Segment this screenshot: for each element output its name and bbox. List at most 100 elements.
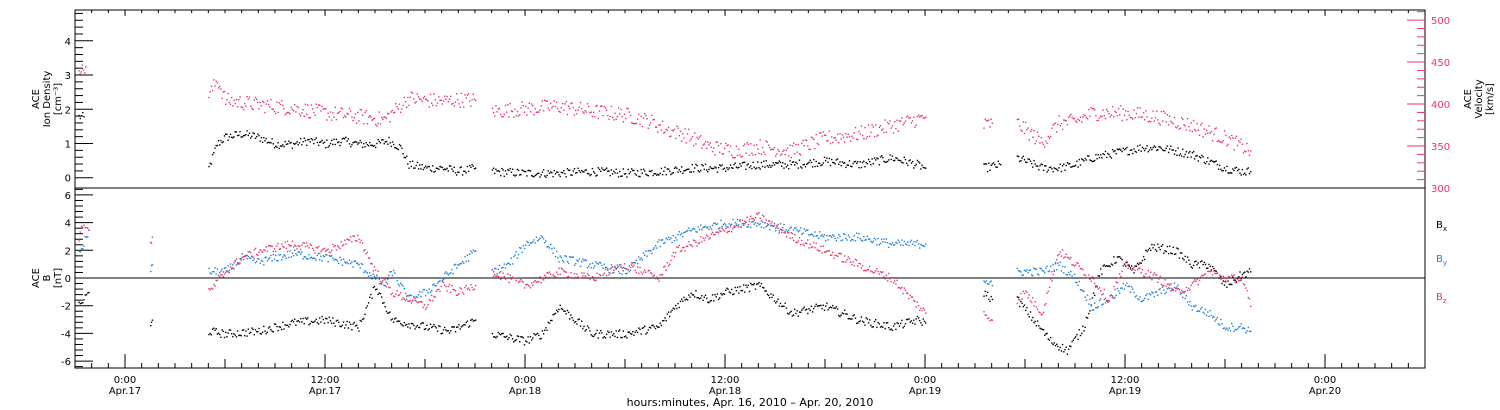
velocity-point xyxy=(359,108,361,111)
ion-density-point xyxy=(832,161,834,164)
ion-density-point xyxy=(366,144,369,146)
bx-point xyxy=(747,284,749,287)
by-point xyxy=(640,257,642,259)
by-point xyxy=(852,239,854,241)
bz-point xyxy=(706,234,708,236)
bx-point xyxy=(1215,270,1217,272)
bz-point xyxy=(789,237,791,239)
bz-point xyxy=(382,280,384,282)
bx-point xyxy=(1119,256,1121,258)
by-point xyxy=(439,280,441,282)
by-point xyxy=(304,256,307,258)
velocity-point xyxy=(711,150,714,153)
bx-point xyxy=(1201,260,1203,262)
by-point xyxy=(771,225,773,227)
velocity-point xyxy=(582,111,584,113)
velocity-point xyxy=(839,132,841,135)
bx-point xyxy=(1172,246,1174,248)
by-point xyxy=(371,278,373,280)
bx-point xyxy=(556,309,558,311)
ion-density-point xyxy=(273,147,276,149)
velocity-point xyxy=(770,148,772,151)
bx-point xyxy=(711,294,714,296)
bx-point xyxy=(1121,259,1123,261)
velocity-point xyxy=(326,119,328,121)
bz-point xyxy=(401,298,403,301)
velocity-point xyxy=(854,126,857,129)
velocity-point xyxy=(551,107,553,109)
bx-point xyxy=(625,335,627,337)
bz-point xyxy=(406,295,408,297)
ion-density-point xyxy=(426,167,428,169)
bx-point xyxy=(821,307,823,310)
bz-point xyxy=(463,293,465,295)
by-point xyxy=(672,235,674,237)
bx-point xyxy=(213,327,215,329)
bx-point xyxy=(1016,296,1019,298)
bx-point xyxy=(660,324,663,327)
ion-density-point xyxy=(510,171,513,173)
bx-point xyxy=(1182,257,1184,260)
bz-point xyxy=(656,276,658,278)
bx-point xyxy=(758,282,760,284)
bz-point xyxy=(828,250,830,252)
by-point xyxy=(356,262,358,264)
bx-point xyxy=(1057,345,1059,348)
ion-density-point xyxy=(559,175,561,178)
by-point xyxy=(678,231,680,233)
bz-point xyxy=(596,272,598,274)
velocity-point xyxy=(450,95,452,98)
velocity-point xyxy=(714,154,716,156)
by-point xyxy=(465,260,467,263)
velocity-point xyxy=(346,112,348,115)
velocity-point xyxy=(989,126,991,128)
by-point xyxy=(648,249,651,252)
ion-density-point xyxy=(898,159,901,162)
by-point xyxy=(788,229,790,231)
bx-point xyxy=(1197,262,1199,264)
ion-density-point xyxy=(376,142,378,145)
bx-point xyxy=(313,321,315,323)
bx-point xyxy=(1229,283,1232,285)
by-point xyxy=(266,260,269,262)
bz-point xyxy=(211,288,214,290)
bz-point xyxy=(921,309,923,312)
velocity-point xyxy=(252,108,254,110)
velocity-point xyxy=(851,135,853,137)
velocity-point xyxy=(253,99,255,101)
ion-density-point xyxy=(411,160,414,162)
bz-point xyxy=(1159,275,1161,277)
ion-density-point xyxy=(285,143,288,146)
ion-density-point xyxy=(577,167,579,169)
velocity-point xyxy=(729,145,732,147)
bz-point xyxy=(817,250,820,252)
by-point xyxy=(879,242,882,245)
by-point xyxy=(1101,304,1103,306)
velocity-point xyxy=(767,144,770,146)
bx-point xyxy=(1107,265,1109,267)
bz-point xyxy=(1229,276,1232,279)
by-point xyxy=(588,265,590,267)
bx-point xyxy=(1194,261,1196,263)
velocity-point xyxy=(394,111,396,113)
velocity-point xyxy=(438,96,440,98)
by-point xyxy=(775,230,777,232)
ion-density-point xyxy=(500,174,502,177)
bz-point xyxy=(572,277,574,280)
bx-point xyxy=(406,323,408,326)
bx-point xyxy=(651,324,653,327)
velocity-axis-label-line: Velocity xyxy=(1474,79,1485,118)
by-point xyxy=(433,283,435,285)
velocity-point xyxy=(869,135,871,137)
by-point xyxy=(784,230,786,233)
bz-point xyxy=(473,288,476,290)
bx-point xyxy=(641,327,644,329)
by-point xyxy=(1241,327,1244,330)
bz-point xyxy=(519,280,521,282)
velocity-point xyxy=(900,120,902,122)
bx-point xyxy=(1166,245,1169,248)
velocity-point xyxy=(1088,108,1090,111)
ion-density-point xyxy=(288,140,290,142)
velocity-point xyxy=(395,102,397,105)
bx-point xyxy=(1234,279,1236,281)
